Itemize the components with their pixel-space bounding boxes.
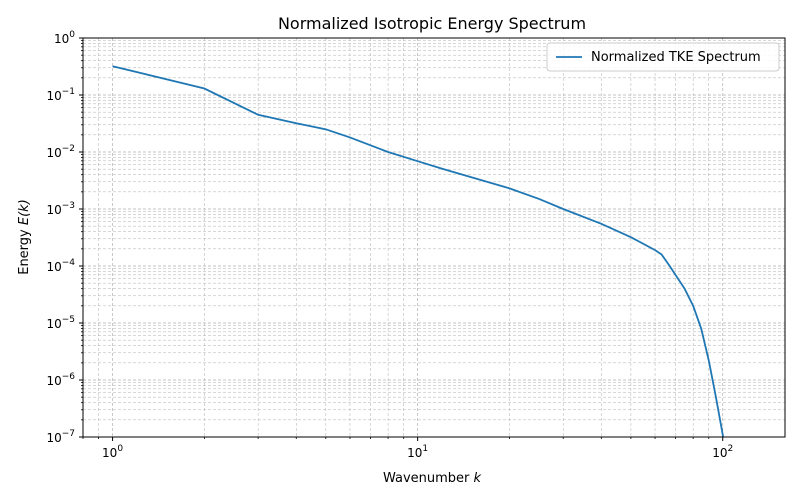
y-tick-label: 10−4 (46, 258, 75, 274)
y-axis-ticks: 10−7 10−6 10−5 10−4 10−3 10−2 10−1 100 (46, 30, 83, 445)
legend-box (546, 42, 780, 72)
y-tick-label: 10−1 (46, 87, 75, 103)
x-tick-label: 101 (407, 444, 428, 460)
y-tick-label: 10−7 (46, 429, 75, 445)
y-tick-label: 10−5 (46, 315, 75, 331)
x-tick-label: 102 (712, 444, 733, 460)
plot-area (112, 65, 725, 437)
grid (82, 37, 785, 438)
x-tick-label: 100 (102, 444, 123, 460)
y-tick-label: 10−6 (46, 372, 75, 388)
y-tick-label: 100 (54, 30, 75, 46)
y-tick-label: 10−2 (46, 144, 75, 160)
y-tick-label: 10−3 (46, 201, 75, 217)
legend-label: Normalized TKE Spectrum (591, 50, 761, 65)
legend: Normalized TKE Spectrum (546, 42, 780, 72)
plot-frame (82, 37, 786, 438)
chart-title: Normalized Isotropic Energy Spectrum (278, 14, 586, 33)
x-axis-title: Wavenumber k (383, 471, 482, 486)
y-axis-title: Energy E(k) (17, 199, 32, 275)
x-axis-ticks: 100 101 102 (82, 437, 733, 460)
series-line-tke (112, 65, 725, 437)
